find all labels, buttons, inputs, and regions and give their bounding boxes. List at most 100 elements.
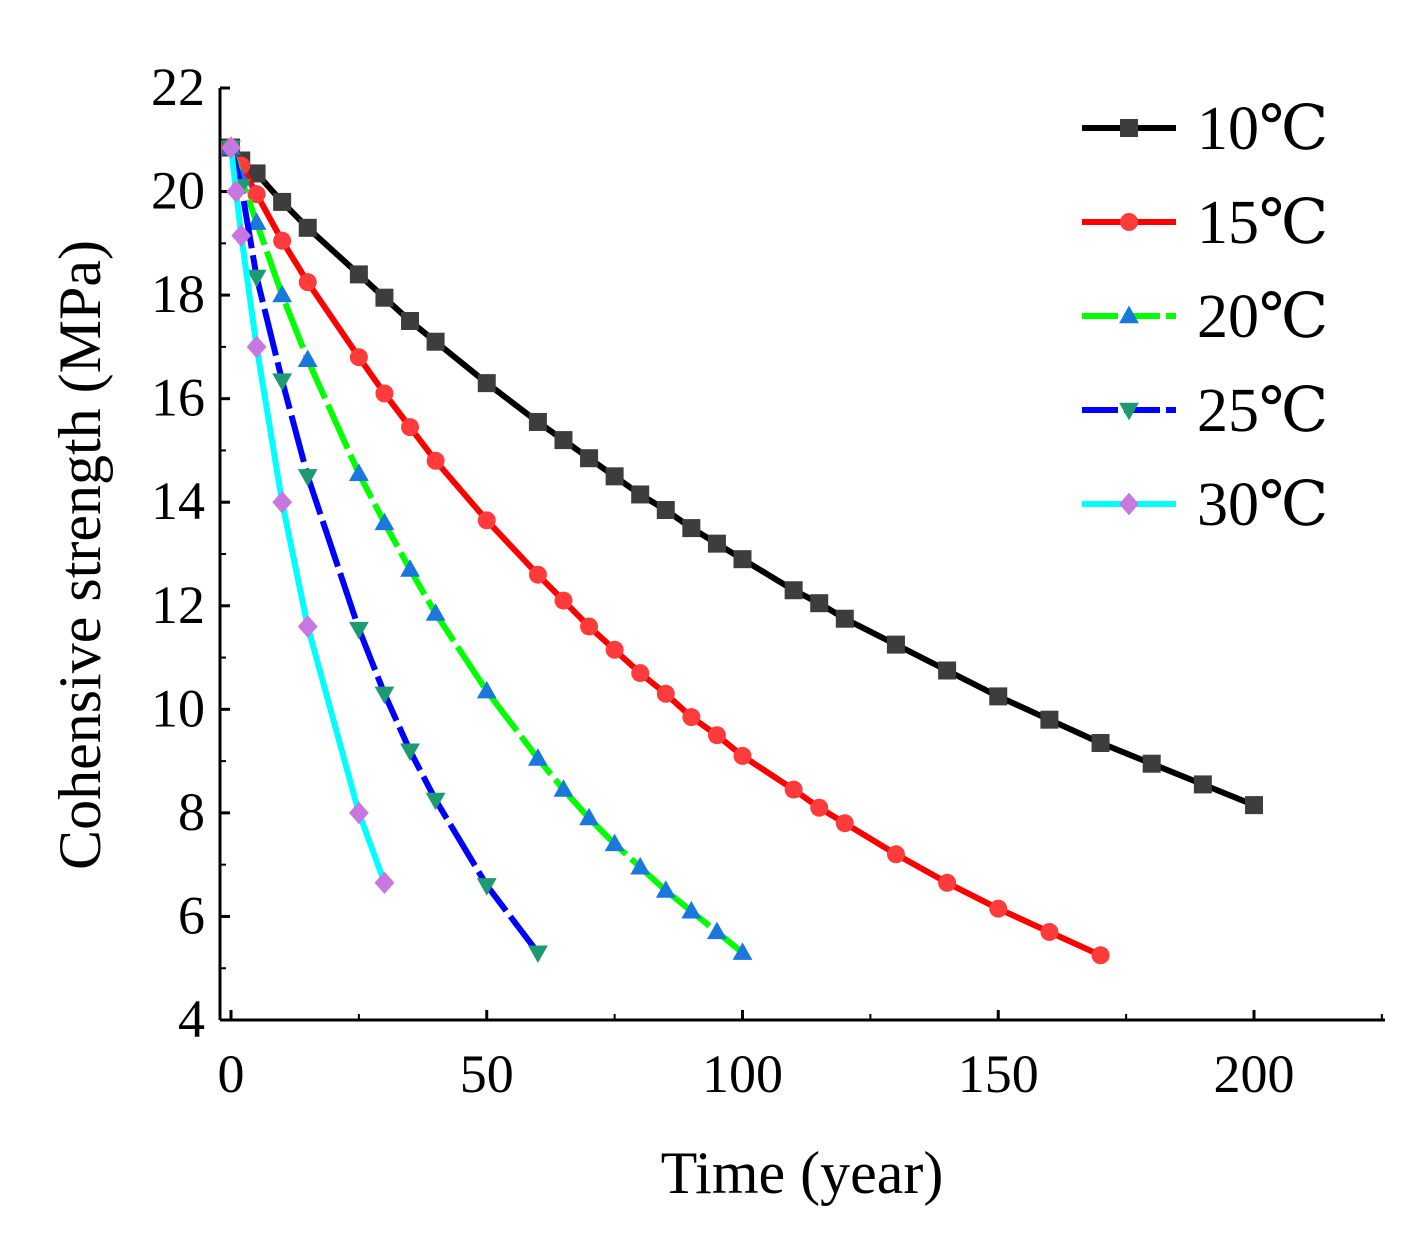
data-point [272, 490, 293, 514]
data-point [297, 469, 318, 487]
x-tick-label: 0 [218, 1044, 245, 1104]
data-point [1040, 922, 1059, 941]
data-point [554, 591, 573, 610]
data-point [400, 559, 420, 577]
data-point [348, 463, 369, 481]
y-tick-label: 12 [151, 575, 205, 635]
data-point [246, 335, 267, 359]
data-point [553, 779, 574, 797]
data-point [1142, 754, 1161, 773]
data-point [681, 900, 702, 919]
y-tick-label: 10 [151, 678, 205, 738]
data-point [247, 164, 266, 183]
data-point [426, 451, 445, 470]
series-line [228, 146, 541, 955]
x-tick-label: 100 [702, 1044, 783, 1104]
data-point [682, 519, 701, 538]
legend-item: 25℃ [1082, 377, 1328, 445]
series-group [221, 136, 395, 895]
legend-marker [1119, 492, 1139, 516]
data-point [477, 374, 496, 393]
data-point [273, 192, 292, 211]
y-tick-label: 16 [151, 368, 205, 428]
y-tick-label: 4 [178, 989, 205, 1049]
data-point [810, 798, 829, 817]
data-point [374, 871, 395, 895]
series-group [222, 138, 1110, 965]
data-point [1193, 775, 1212, 794]
data-point [656, 500, 675, 519]
data-point [733, 746, 752, 765]
data-point [682, 708, 701, 727]
data-point [989, 899, 1008, 918]
legend-item: 15℃ [1082, 189, 1328, 257]
data-point [221, 136, 241, 159]
y-axis-title: Cohensive strength (MPa) [47, 240, 113, 870]
data-point [886, 845, 905, 864]
data-point [707, 921, 727, 940]
x-tick-label: 50 [460, 1044, 514, 1104]
data-point [401, 418, 420, 437]
x-tick-label: 200 [1214, 1044, 1295, 1104]
data-point [1040, 710, 1059, 729]
data-point [605, 467, 624, 486]
data-point [349, 265, 368, 284]
series-group [222, 138, 1263, 815]
data-point [528, 565, 547, 584]
data-point [630, 856, 651, 875]
data-point [298, 273, 317, 292]
data-point [605, 640, 624, 659]
legend-marker [1120, 119, 1138, 137]
series-layer [221, 136, 1263, 965]
legend-label: 15℃ [1197, 189, 1328, 257]
legend-label: 20℃ [1197, 283, 1328, 351]
series-line [228, 145, 1256, 808]
data-point [579, 807, 599, 826]
data-point [528, 748, 548, 766]
y-tick-label: 20 [151, 161, 205, 221]
data-point [231, 224, 252, 247]
y-ticks: 4 6 8 10 12 14 16 18 20 22 [151, 57, 230, 1049]
data-point [246, 212, 267, 230]
data-point [1245, 796, 1263, 815]
data-point [938, 873, 957, 892]
data-point [810, 594, 829, 613]
data-point [580, 617, 599, 636]
data-point [375, 384, 394, 403]
legend: 10℃ 15℃ 20℃ 25℃ 30℃ [1082, 95, 1328, 539]
y-tick-label: 14 [151, 471, 205, 531]
legend-label: 10℃ [1197, 95, 1328, 163]
data-point [656, 684, 675, 703]
series-line [228, 146, 745, 956]
data-point [528, 412, 547, 431]
data-point [349, 348, 368, 367]
data-point [835, 609, 854, 628]
data-point [247, 185, 266, 204]
data-point [1091, 733, 1110, 752]
legend-marker [1119, 305, 1139, 324]
data-point [272, 373, 293, 391]
data-point [226, 180, 247, 203]
data-point [1091, 946, 1110, 965]
legend-label: 25℃ [1197, 377, 1328, 445]
data-point [374, 512, 395, 531]
legend-item: 20℃ [1082, 283, 1328, 351]
data-point [732, 942, 753, 960]
data-point [835, 814, 854, 833]
data-point [401, 312, 420, 330]
data-point [426, 332, 445, 351]
data-point [476, 878, 497, 896]
data-point [580, 449, 599, 468]
data-point [298, 218, 317, 237]
data-point [476, 680, 497, 699]
legend-label: 30℃ [1197, 471, 1328, 539]
data-point [425, 792, 446, 811]
x-tick-label: 150 [958, 1044, 1039, 1104]
data-point [348, 801, 369, 825]
data-point [375, 288, 394, 307]
legend-marker [1119, 402, 1139, 421]
legend-marker [1120, 213, 1138, 231]
data-point [246, 269, 267, 288]
x-ticks: 0 50 100 150 200 [218, 1010, 1383, 1104]
